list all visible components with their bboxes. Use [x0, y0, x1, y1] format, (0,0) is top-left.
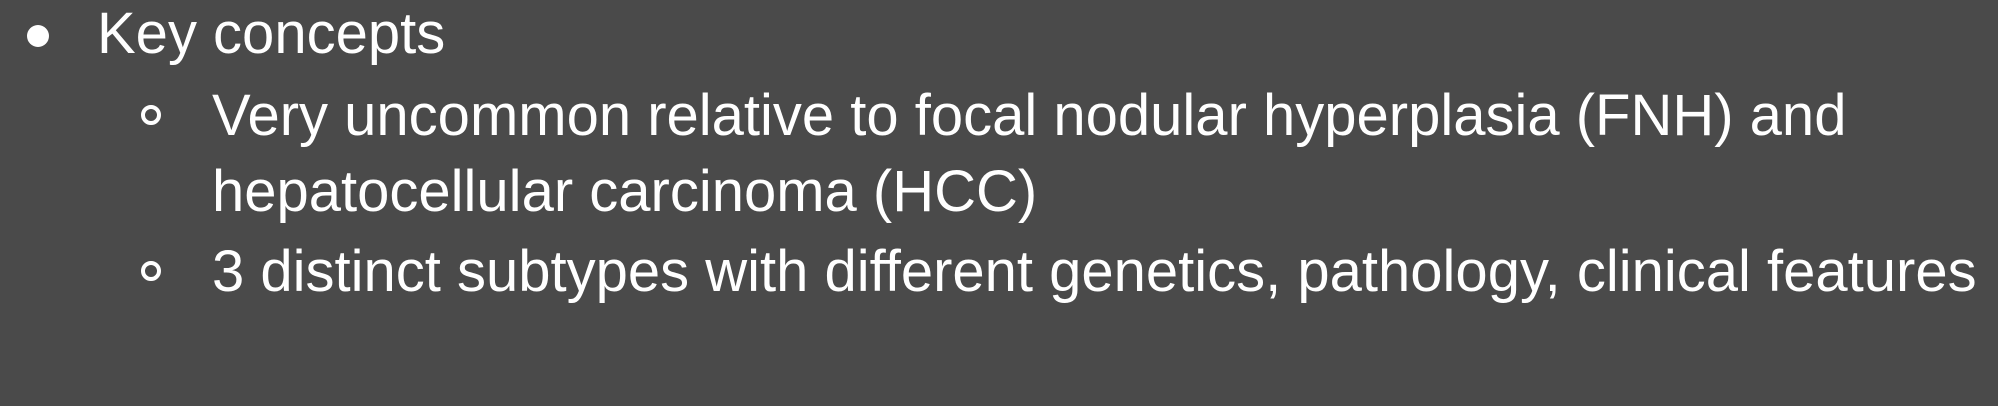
- sub-bullet-text: Very uncommon relative to focal nodular …: [212, 83, 1847, 224]
- sub-bullet-text: 3 distinct subtypes with different genet…: [212, 239, 1977, 304]
- filled-bullet-icon: [27, 25, 49, 47]
- hollow-bullet-icon: [141, 105, 161, 125]
- hollow-bullet-icon: [141, 261, 161, 281]
- bullet-text: Key concepts: [97, 1, 446, 66]
